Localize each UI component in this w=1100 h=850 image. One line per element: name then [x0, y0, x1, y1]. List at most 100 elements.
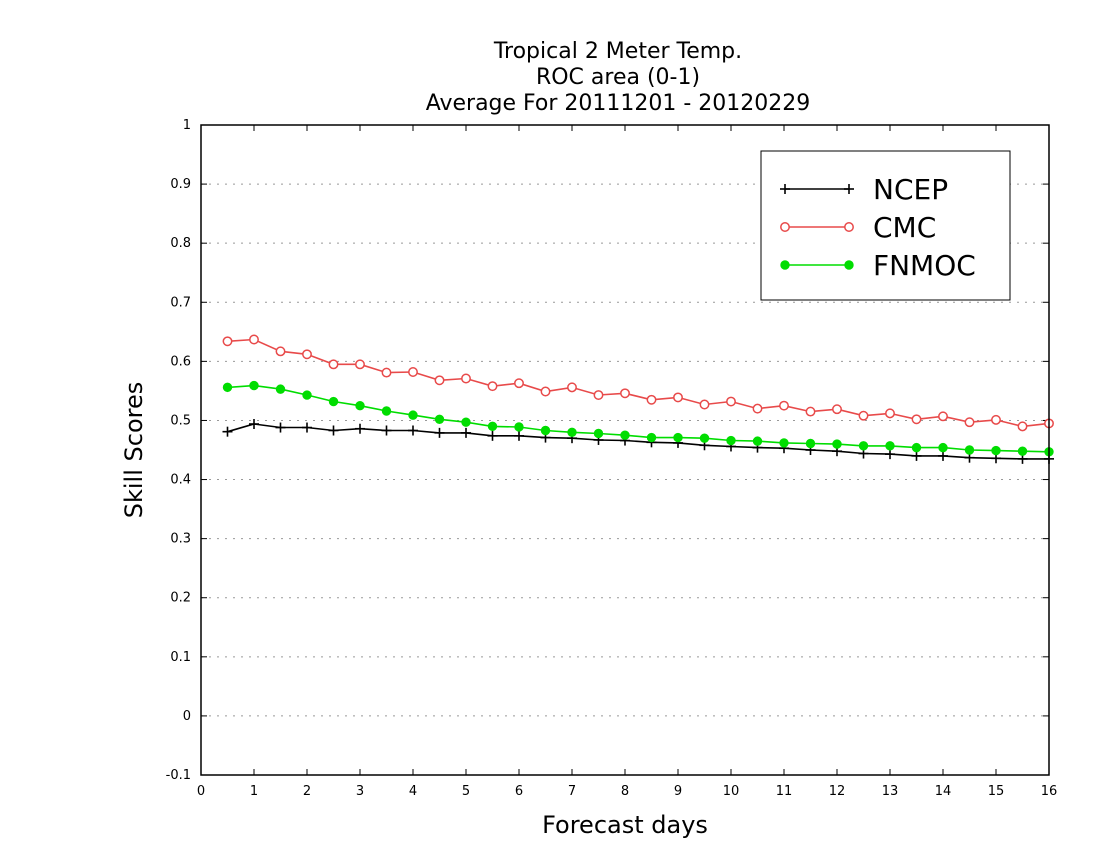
- data-point-cmc: [461, 373, 471, 384]
- legend-label-fnmoc: FNMOC: [873, 249, 976, 282]
- y-tick-label: 0.2: [170, 591, 191, 606]
- data-point-cmc: [328, 359, 339, 370]
- data-point-ncep: [938, 450, 948, 461]
- data-point-fnmoc: [275, 384, 286, 394]
- data-point-fnmoc: [752, 436, 763, 446]
- y-tick-label: 0.7: [170, 295, 191, 310]
- data-point-ncep: [514, 430, 524, 441]
- y-tick-label: 0.4: [170, 473, 191, 488]
- data-point-fnmoc: [726, 435, 736, 446]
- x-tick-label: 14: [935, 784, 952, 799]
- data-point-cmc: [858, 410, 869, 421]
- x-tick-label: 6: [515, 784, 523, 799]
- data-point-cmc: [991, 414, 1001, 425]
- data-point-cmc: [567, 382, 577, 393]
- data-point-fnmoc: [514, 422, 524, 432]
- data-point-fnmoc: [461, 417, 471, 427]
- data-point-fnmoc: [540, 425, 551, 436]
- data-point-fnmoc: [964, 445, 975, 455]
- data-point-fnmoc: [938, 442, 948, 453]
- chart-title-line-3: Average For 20111201 - 20120229: [426, 91, 811, 116]
- data-point-fnmoc: [699, 433, 710, 443]
- data-point-fnmoc: [408, 410, 418, 420]
- y-tick-label: -0.1: [166, 768, 191, 783]
- chart-title-line-2: ROC area (0-1): [536, 65, 700, 90]
- y-tick-label: 1: [183, 118, 191, 133]
- data-point-fnmoc: [673, 432, 683, 443]
- series-layer: [222, 334, 1054, 464]
- data-point-fnmoc: [328, 396, 339, 407]
- data-point-cmc: [938, 411, 948, 422]
- data-point-fnmoc: [381, 406, 392, 416]
- data-point-cmc: [699, 399, 710, 410]
- y-gridlines: [201, 183, 1049, 717]
- data-point-cmc: [964, 417, 975, 428]
- y-tick-label: 0: [183, 709, 191, 724]
- data-point-cmc: [1017, 421, 1028, 432]
- x-tick-label: 13: [882, 784, 899, 799]
- data-point-fnmoc: [620, 430, 630, 440]
- data-point-fnmoc: [779, 438, 789, 448]
- legend-box: [760, 150, 1011, 301]
- data-point-ncep: [408, 425, 418, 436]
- legend-item-fnmoc: FNMOC: [780, 249, 976, 282]
- legend-marker-fnmoc: [844, 260, 854, 270]
- series-cmc: [222, 334, 1054, 432]
- series-line-ncep: [227, 423, 1049, 460]
- data-point-cmc: [779, 400, 789, 411]
- x-tick-label: 11: [776, 784, 793, 799]
- x-tick-label: 10: [723, 784, 740, 799]
- data-point-cmc: [302, 349, 312, 360]
- data-point-fnmoc: [832, 439, 842, 449]
- data-point-ncep: [275, 422, 286, 433]
- y-axis-label: Skill Scores: [120, 382, 148, 519]
- legend-marker-fnmoc: [780, 260, 790, 270]
- data-point-fnmoc: [302, 390, 312, 400]
- data-point-cmc: [355, 359, 365, 370]
- x-tick-label: 3: [356, 784, 364, 799]
- x-tick-label: 15: [988, 784, 1005, 799]
- data-point-cmc: [408, 367, 418, 377]
- chart-title-line-1: Tropical 2 Meter Temp.: [493, 39, 742, 64]
- legend-label-ncep: NCEP: [873, 173, 948, 206]
- x-tick-label: 16: [1041, 784, 1058, 799]
- x-axis-label: Forecast days: [542, 811, 708, 839]
- legend: NCEP CMC FNMOC: [760, 150, 1011, 301]
- plot-frame: [200, 124, 1050, 776]
- x-tick-label: 5: [462, 784, 470, 799]
- series-ncep: [222, 419, 1054, 464]
- x-tick-label: 4: [409, 784, 417, 799]
- data-point-ncep: [222, 426, 233, 437]
- data-point-cmc: [222, 336, 233, 347]
- data-point-ncep: [302, 422, 312, 433]
- data-point-cmc: [434, 375, 445, 386]
- y-tick-label: 0.8: [170, 236, 191, 251]
- data-point-ncep: [487, 430, 498, 441]
- data-point-fnmoc: [885, 441, 895, 451]
- data-point-cmc: [620, 388, 630, 399]
- y-tick-label: 0.6: [170, 354, 191, 369]
- data-point-cmc: [911, 414, 922, 425]
- data-point-fnmoc: [646, 432, 657, 443]
- data-point-cmc: [726, 396, 736, 407]
- chart-title: Tropical 2 Meter Temp. ROC area (0-1) Av…: [426, 39, 811, 116]
- data-point-cmc: [673, 392, 683, 403]
- legend-item-ncep: NCEP: [780, 173, 948, 206]
- x-tick-label: 7: [568, 784, 576, 799]
- x-tick-label: 8: [621, 784, 629, 799]
- data-point-ncep: [434, 427, 445, 438]
- data-point-fnmoc: [858, 441, 869, 451]
- y-tick-label: 0.1: [170, 650, 191, 665]
- legend-marker-cmc: [780, 222, 790, 232]
- legend-marker-ncep: [844, 184, 854, 194]
- legend-label-cmc: CMC: [873, 211, 936, 244]
- series-line-cmc: [227, 338, 1050, 428]
- data-point-cmc: [832, 404, 842, 415]
- data-point-ncep: [911, 450, 922, 461]
- data-point-cmc: [249, 334, 259, 345]
- data-point-fnmoc: [222, 382, 233, 393]
- legend-marker-cmc: [844, 222, 854, 232]
- tick-labels: -0.100.10.20.30.40.50.60.70.80.910 1 2 3 4 5 6…: [166, 118, 1058, 799]
- data-point-cmc: [540, 386, 551, 397]
